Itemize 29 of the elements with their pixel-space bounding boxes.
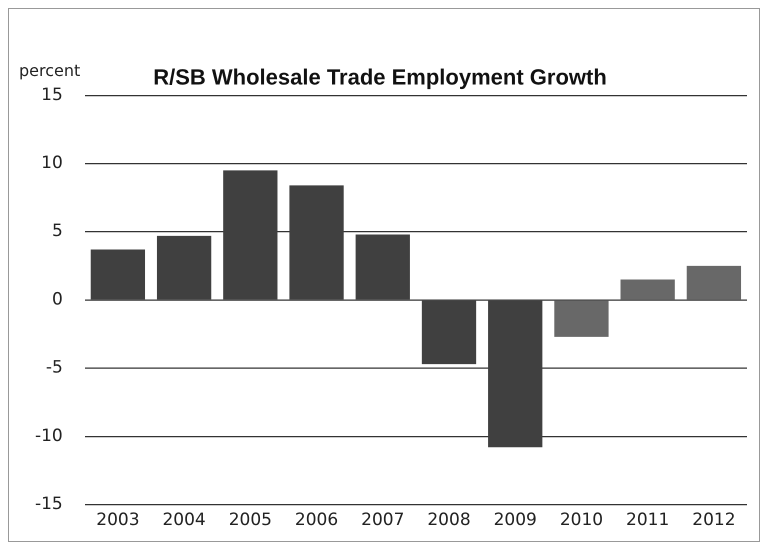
- x-tick-label: 2006: [294, 510, 338, 530]
- x-tick-label: 2011: [626, 510, 670, 530]
- y-axis-title: percent: [19, 61, 80, 80]
- bar: [488, 300, 542, 448]
- y-tick-label: 5: [52, 221, 63, 242]
- y-tick-label: 10: [41, 153, 63, 174]
- x-tick-label: 2012: [692, 510, 736, 530]
- x-tick-label: 2007: [361, 510, 404, 530]
- y-tick-label: -15: [34, 494, 63, 514]
- y-tick-label: -5: [46, 358, 63, 378]
- x-tick-label: 2010: [560, 510, 604, 530]
- bar: [686, 266, 742, 300]
- chart-title: R/SB Wholesale Trade Employment Growth: [153, 64, 607, 90]
- bar: [223, 170, 278, 300]
- x-tick-label: 2008: [427, 510, 471, 530]
- y-tick-label: -10: [34, 426, 63, 446]
- bar: [90, 250, 146, 300]
- y-tick-label: 0: [52, 289, 63, 310]
- bar: [289, 185, 344, 300]
- x-tick-label: 2003: [96, 510, 140, 530]
- bar: [156, 236, 212, 300]
- y-tick-label: 15: [41, 84, 63, 105]
- bar: [554, 300, 609, 337]
- bar: [422, 300, 476, 364]
- x-tick-label: 2005: [228, 510, 272, 530]
- bar: [620, 280, 675, 300]
- x-tick-label: 2004: [162, 510, 206, 530]
- x-tick-label: 2009: [494, 510, 537, 530]
- bar: [356, 234, 410, 300]
